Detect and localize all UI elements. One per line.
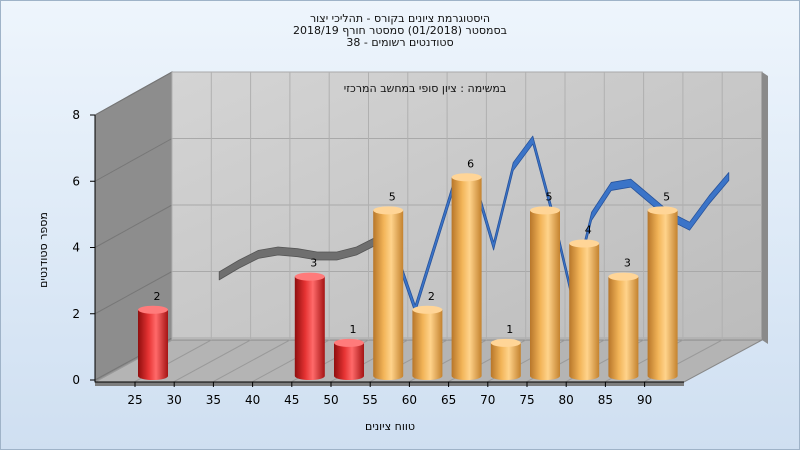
gridline-side (94, 71, 173, 116)
x-axis-title: טווח ציונים (365, 420, 415, 433)
y-tick-labels: 0 2 4 6 8 (72, 108, 95, 387)
x-tick-labels: 25 30 35 40 45 50 55 60 65 70 75 80 85 90 (127, 382, 652, 407)
bar-body (373, 210, 404, 380)
bar-value-label: 4 (585, 224, 592, 237)
x-tick-label: 90 (637, 393, 652, 407)
bar-body (647, 210, 678, 380)
y-tick-label: 4 (72, 241, 80, 255)
bar-90: 5 (647, 190, 678, 380)
bar-55: 5 (373, 190, 404, 380)
x-tick-label: 80 (559, 393, 574, 407)
y-tick-label: 6 (72, 174, 80, 188)
bar-body (294, 276, 325, 380)
y-tick-label: 8 (72, 108, 80, 122)
x-tick-label: 85 (598, 393, 613, 407)
bar-body (569, 243, 600, 380)
chart-title-line-2: בסמסטר (01/2018) סמסטר חורף 2018/19 (293, 24, 507, 37)
bar-value-label: 1 (350, 323, 357, 336)
x-tick-label: 75 (519, 393, 534, 407)
bar-45: 3 (294, 257, 325, 380)
bar-cap (373, 206, 404, 215)
bar-85: 3 (608, 257, 639, 380)
x-tick-label: 70 (480, 393, 495, 407)
y-axis-title: מספר סטודנטים (37, 212, 50, 288)
chart-title-line-1: היסטוגרמת ציונים בקורס - תהליכי יצור (309, 12, 491, 25)
bar-value-label: 5 (546, 190, 553, 203)
axes (94, 115, 684, 383)
bar-value-label: 3 (624, 257, 631, 270)
x-tick-label: 40 (245, 393, 260, 407)
bar-value-label: 2 (428, 290, 435, 303)
bar-cap (608, 272, 639, 281)
bar-body (451, 177, 482, 380)
gridline-floor (212, 339, 291, 383)
bar-body (334, 342, 364, 380)
bar-cap (294, 272, 325, 281)
bar-cap (138, 305, 168, 314)
floor-front-edge (95, 382, 684, 386)
bar-body (530, 210, 560, 380)
bar-cap (334, 338, 364, 347)
bars: 2 3 1 5 2 6 1 5 4 3 5 (138, 157, 678, 380)
bar-cap (412, 305, 443, 314)
bar-cap (569, 239, 600, 248)
y-tick-label: 0 (72, 373, 80, 387)
bar-cap (490, 338, 521, 347)
bar-cap (647, 206, 678, 215)
bar-body (608, 276, 639, 380)
back-wall-right-edge (762, 72, 768, 344)
bar-value-label: 3 (310, 257, 317, 270)
chart-annotation: במשימה : ציון סופי במחשב המרכזי (344, 82, 507, 95)
gridline-side (94, 271, 173, 315)
gridline-floor (173, 339, 251, 383)
bar-value-label: 5 (389, 190, 396, 203)
bar-value-label: 5 (663, 190, 670, 203)
x-tick-label: 45 (284, 393, 299, 407)
x-tick-label: 30 (167, 393, 182, 407)
bar-80: 4 (569, 224, 600, 380)
bar-body (490, 342, 521, 380)
chart-title-line-3: סטודנטים רשומים - 38 (346, 36, 454, 49)
bar-value-label: 6 (467, 157, 474, 170)
bar-60: 2 (412, 290, 443, 380)
x-tick-label: 50 (323, 393, 338, 407)
x-tick-label: 65 (441, 393, 456, 407)
bar-body (138, 309, 168, 380)
bar-cap (451, 173, 482, 182)
bar-65: 6 (451, 157, 482, 380)
x-tick-label: 55 (363, 393, 378, 407)
bar-cap (530, 206, 560, 215)
gridline-side (94, 138, 173, 182)
bar-75: 5 (530, 190, 560, 380)
x-tick-label: 60 (402, 393, 417, 407)
x-tick-label: 35 (206, 393, 221, 407)
bar-70: 1 (490, 323, 521, 380)
x-tick-label: 25 (127, 393, 142, 407)
gridline-side (94, 204, 173, 248)
y-tick-label: 2 (72, 307, 80, 321)
bar-value-label: 1 (506, 323, 513, 336)
bar-body (412, 309, 443, 380)
bar-25: 2 (138, 290, 168, 380)
bar-value-label: 2 (154, 290, 161, 303)
bar-50: 1 (334, 323, 364, 380)
